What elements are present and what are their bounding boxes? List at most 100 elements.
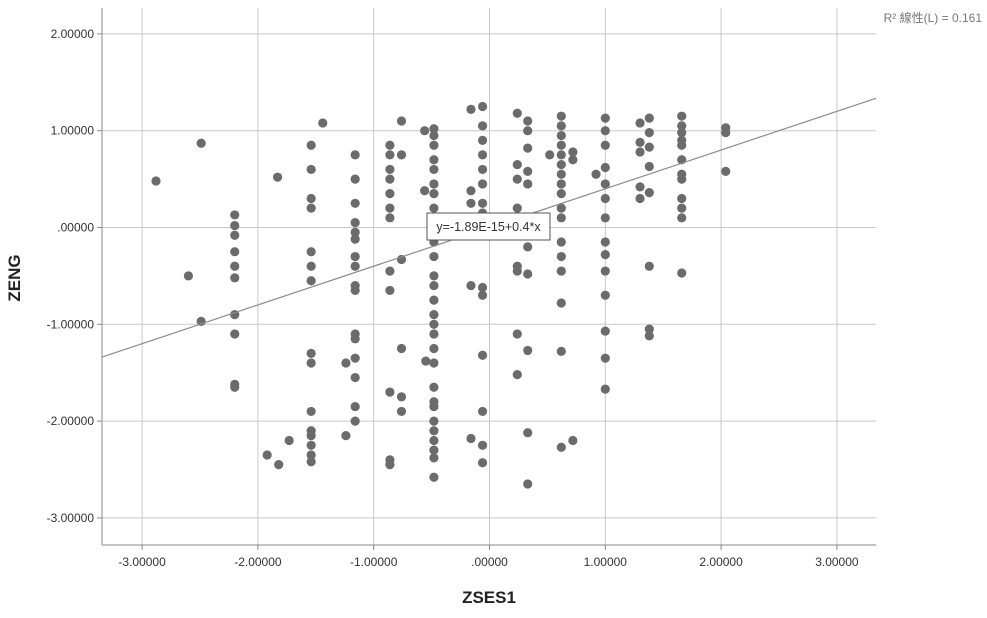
data-point <box>591 169 601 179</box>
data-point <box>429 203 439 213</box>
data-point <box>350 416 360 426</box>
data-point <box>385 164 395 175</box>
data-point <box>512 159 522 170</box>
data-point <box>429 295 439 305</box>
data-point <box>600 384 610 394</box>
data-point <box>429 435 439 446</box>
data-point <box>466 104 476 115</box>
data-point <box>341 431 351 441</box>
data-point <box>429 329 439 339</box>
data-point <box>396 406 407 417</box>
data-point <box>635 182 645 192</box>
data-point <box>306 247 316 257</box>
x-tick-label: 2.00000 <box>699 555 743 569</box>
data-point <box>556 140 566 150</box>
data-point <box>677 121 687 131</box>
data-point <box>350 150 360 160</box>
data-point <box>600 290 610 300</box>
data-point <box>600 126 610 136</box>
data-point <box>350 353 360 363</box>
data-point <box>477 164 488 175</box>
data-point <box>600 353 610 363</box>
x-tick-label: -2.00000 <box>234 555 282 569</box>
data-point <box>429 310 439 320</box>
data-point <box>477 198 488 208</box>
data-point <box>721 166 731 176</box>
data-point <box>556 179 566 189</box>
data-point <box>350 227 360 237</box>
data-point <box>230 329 240 339</box>
data-point <box>306 203 316 213</box>
data-point <box>556 159 566 170</box>
data-point <box>429 426 439 436</box>
data-point <box>429 382 439 392</box>
data-point <box>421 356 431 366</box>
data-point <box>350 174 360 184</box>
data-point <box>523 428 533 438</box>
fit-equation-box <box>426 212 551 241</box>
data-point <box>556 111 566 121</box>
data-point <box>429 453 439 463</box>
data-point <box>644 128 654 138</box>
data-point <box>385 285 395 296</box>
data-point <box>341 358 351 368</box>
data-point <box>230 210 240 220</box>
data-point <box>644 331 654 341</box>
y-tick-label: -3.00000 <box>47 511 95 525</box>
data-point <box>556 189 566 199</box>
data-point <box>306 261 316 271</box>
data-point <box>600 193 610 204</box>
data-point <box>523 143 533 153</box>
data-point <box>350 372 360 383</box>
data-point <box>230 273 240 283</box>
data-point <box>556 203 566 213</box>
data-point <box>306 431 316 441</box>
data-point <box>429 401 439 412</box>
data-point <box>306 348 316 358</box>
data-point <box>350 401 360 412</box>
data-point <box>677 140 687 150</box>
data-point <box>677 174 687 184</box>
data-point <box>396 150 407 160</box>
data-point <box>600 237 610 247</box>
data-point <box>677 213 687 223</box>
data-point <box>556 169 566 179</box>
fit-layer: y=-1.89E-15+0.4*x <box>101 97 877 358</box>
data-point <box>677 268 687 278</box>
data-point <box>196 138 206 148</box>
data-point <box>545 150 555 160</box>
data-point <box>677 203 687 213</box>
data-point <box>523 166 533 176</box>
data-point <box>429 319 439 329</box>
data-point <box>635 147 645 157</box>
data-point <box>523 116 533 126</box>
data-point <box>644 188 654 198</box>
data-point <box>318 118 328 128</box>
data-point <box>556 150 566 160</box>
data-point <box>350 251 360 262</box>
data-point <box>512 370 522 380</box>
data-point <box>429 416 439 426</box>
data-point <box>272 172 283 182</box>
data-point <box>262 450 272 460</box>
data-point <box>635 118 645 128</box>
data-point <box>600 113 610 123</box>
r2-label: R² 線性(L) = 0.161 <box>884 10 983 25</box>
data-point <box>429 155 439 165</box>
data-point <box>556 130 566 141</box>
data-point <box>429 164 439 175</box>
data-point <box>385 150 395 160</box>
data-point <box>429 251 439 262</box>
data-point <box>477 179 488 189</box>
data-point <box>429 140 439 150</box>
data-point <box>466 433 476 444</box>
data-point <box>396 392 407 402</box>
data-point <box>230 382 240 392</box>
data-point <box>523 179 533 189</box>
data-point <box>429 343 439 354</box>
data-point <box>523 242 533 252</box>
data-point <box>512 108 522 118</box>
data-point <box>429 179 439 189</box>
data-point <box>429 130 439 141</box>
data-point <box>568 147 578 157</box>
